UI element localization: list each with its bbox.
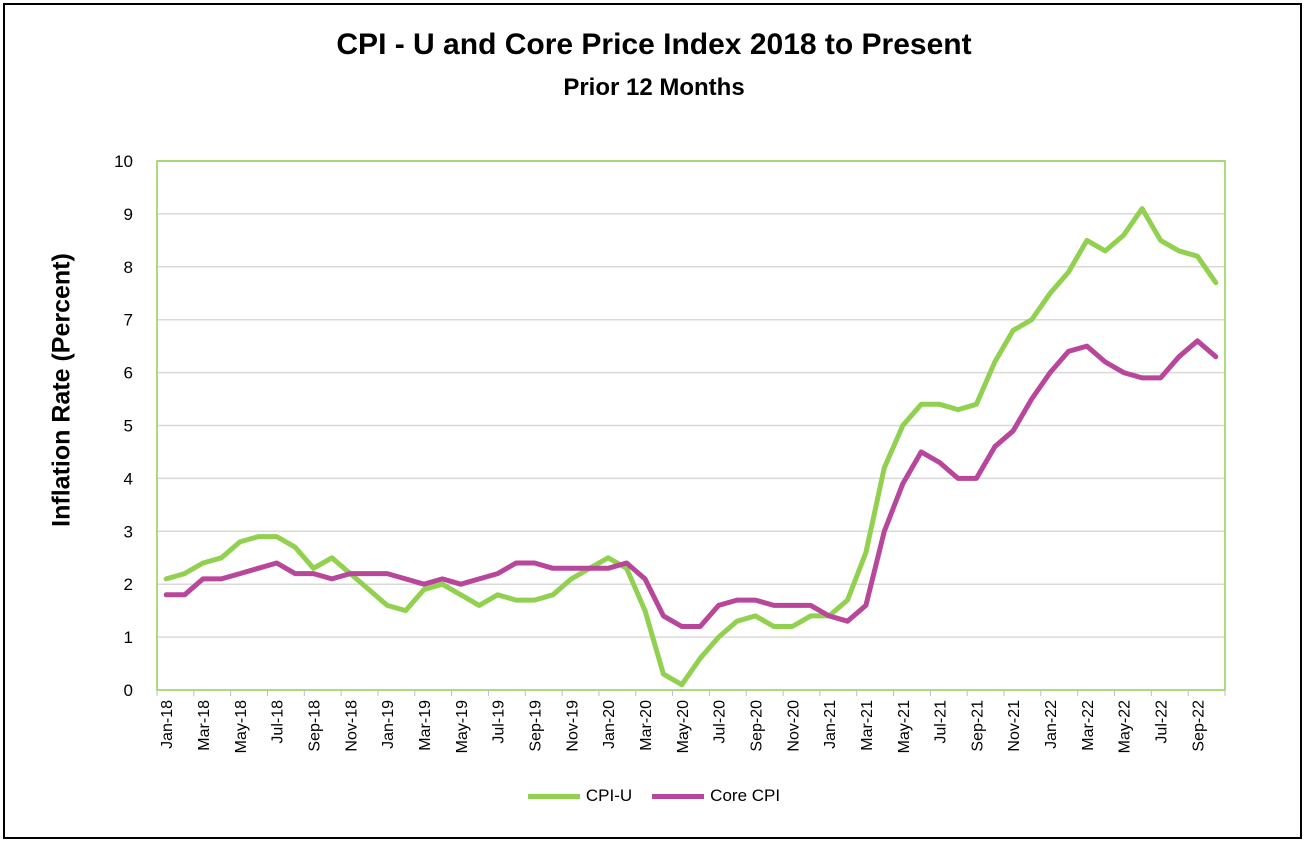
x-tick-label: Sep-22 <box>1190 700 1207 752</box>
x-tick-label: Sep-18 <box>307 700 324 752</box>
y-tick-label: 2 <box>124 575 133 594</box>
x-tick-label: May-21 <box>896 700 913 753</box>
x-tick-label: Mar-19 <box>417 700 434 751</box>
chart-subtitle: Prior 12 Months <box>563 74 745 101</box>
x-tick-label: Sep-19 <box>527 700 544 752</box>
x-tick-label: Sep-20 <box>748 700 765 752</box>
chart-frame <box>3 3 1302 839</box>
x-tick-label: May-22 <box>1117 700 1134 753</box>
legend-item-core-cpi: Core CPI <box>652 786 780 806</box>
y-tick-label: 4 <box>124 469 133 488</box>
x-tick-label: Jul-19 <box>491 700 508 744</box>
y-tick-label: 9 <box>124 205 133 224</box>
x-tick-label: Jul-22 <box>1154 700 1171 744</box>
x-tick-label: Nov-20 <box>785 700 802 752</box>
y-tick-label: 10 <box>114 152 133 171</box>
x-tick-label: Jul-20 <box>712 700 729 744</box>
x-tick-label: May-20 <box>675 700 692 753</box>
plot-area <box>156 160 1226 691</box>
x-tick-label: Jul-21 <box>933 700 950 744</box>
legend: CPI-U Core CPI <box>0 786 1308 806</box>
y-tick-label: 3 <box>124 522 133 541</box>
x-tick-label: Jan-21 <box>822 700 839 749</box>
x-tick-label: May-18 <box>233 700 250 753</box>
y-tick-label: 5 <box>124 417 133 436</box>
legend-label-core-cpi: Core CPI <box>710 786 781 805</box>
y-tick-label: 7 <box>124 311 133 330</box>
x-tick-label: Mar-20 <box>638 700 655 751</box>
series-line-core-cpi <box>163 338 1219 629</box>
legend-item-cpi-u: CPI-U <box>527 786 633 806</box>
x-tick-label: May-19 <box>454 700 471 753</box>
x-tick-label: Jan-18 <box>159 700 176 749</box>
legend-label-cpi-u: CPI-U <box>585 786 633 805</box>
x-tick-label: Mar-22 <box>1080 700 1097 751</box>
y-tick-label: 0 <box>124 681 133 700</box>
x-tick-label: Nov-19 <box>564 700 581 752</box>
x-tick-label: Jul-18 <box>270 700 287 744</box>
y-tick-label: 8 <box>124 258 133 277</box>
y-tick-label: 1 <box>124 628 133 647</box>
y-tick-label: 6 <box>124 364 133 383</box>
x-tick-label: Jan-19 <box>380 700 397 749</box>
x-tick-label: Jan-20 <box>601 700 618 749</box>
x-tick-label: Mar-18 <box>196 700 213 751</box>
chart-title: CPI - U and Core Price Index 2018 to Pre… <box>336 28 972 61</box>
x-tick-label: Nov-18 <box>343 700 360 752</box>
x-tick-label: Mar-21 <box>859 700 876 751</box>
x-tick-label: Sep-21 <box>969 700 986 752</box>
legend-swatch-core-cpi <box>652 793 705 799</box>
legend-swatch-cpi-u <box>527 793 580 799</box>
x-tick-label: Nov-21 <box>1006 700 1023 752</box>
series-line-cpi-u <box>163 206 1219 688</box>
x-tick-label: Jan-22 <box>1043 700 1060 749</box>
